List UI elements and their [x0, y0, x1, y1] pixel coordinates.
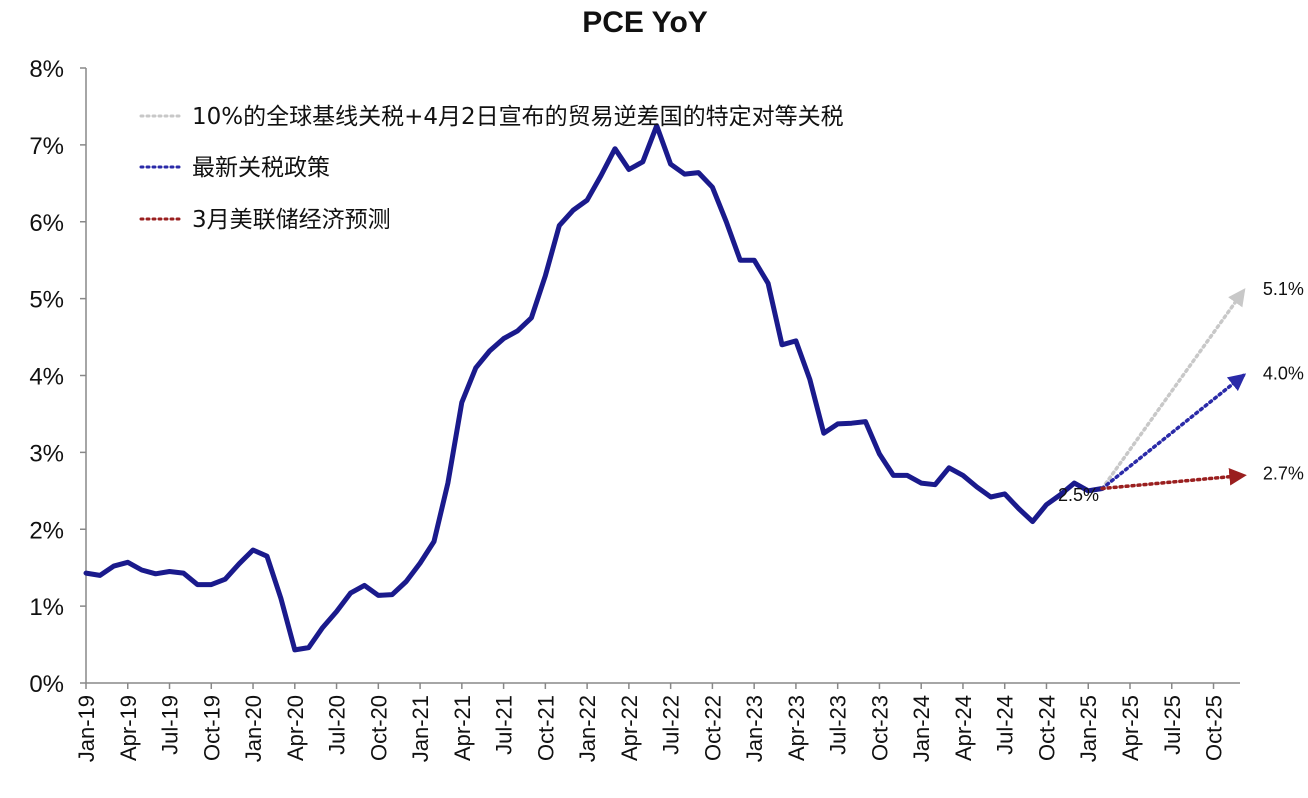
- y-tick-label: 2%: [29, 517, 64, 544]
- x-tick-label: Jan-22: [575, 695, 600, 762]
- x-tick-label: Jan-23: [742, 695, 767, 762]
- x-tick-label: Jul-24: [993, 695, 1018, 755]
- x-tick-label: Apr-24: [951, 695, 976, 761]
- x-tick-label: Apr-21: [450, 695, 475, 761]
- series-layer: [83, 123, 1105, 653]
- x-tick-label: Jan-21: [408, 695, 433, 762]
- x-tick-label: Oct-19: [199, 695, 224, 761]
- legend-label: 3月美联储经济预测: [192, 207, 391, 233]
- pce-series-line: [83, 123, 1105, 653]
- x-tick-label: Jul-19: [158, 695, 183, 755]
- projection-arrow: [1100, 373, 1247, 491]
- y-tick-label: 7%: [29, 133, 64, 160]
- x-tick-label: Jan-25: [1076, 695, 1101, 762]
- y-tick-label: 0%: [29, 671, 64, 698]
- projection-layer: 5.1% 4.0% 2.7%: [1100, 279, 1304, 491]
- y-tick-label: 6%: [29, 210, 64, 237]
- x-tick-label: Apr-20: [283, 695, 308, 761]
- x-tick-label: Oct-21: [533, 695, 558, 761]
- x-tick-label: Apr-25: [1118, 695, 1143, 761]
- x-tick-label: Oct-24: [1034, 695, 1059, 761]
- y-tick-label: 1%: [29, 594, 64, 621]
- x-tick-label: Jan-20: [241, 695, 266, 762]
- y-tick-label: 4%: [29, 364, 64, 391]
- x-tick-label: Apr-23: [784, 695, 809, 761]
- x-tick-label: Jul-22: [659, 695, 684, 755]
- x-tick-label: Apr-22: [617, 695, 642, 761]
- legend-label: 10%的全球基线关税+4月2日宣布的贸易逆差国的特定对等关税: [192, 104, 844, 130]
- data-label-layer: 2.5%: [1058, 485, 1099, 505]
- x-tick-label: Oct-23: [867, 695, 892, 761]
- x-tick-label: Jul-20: [325, 695, 350, 755]
- x-tick-label: Jan-19: [74, 695, 99, 762]
- data-label: 2.5%: [1058, 485, 1099, 505]
- x-axis: Jan-19 Apr-19 Jul-19 Oct-19 Jan-20 Apr-20 Jul-…: [74, 682, 1240, 762]
- legend-label: 最新关税政策: [192, 155, 330, 181]
- projection-arrow: [1100, 288, 1246, 491]
- y-tick-label: 5%: [29, 287, 64, 314]
- y-tick-label: 8%: [29, 56, 64, 83]
- projection-label: 5.1%: [1263, 279, 1304, 299]
- projection-label: 2.7%: [1263, 463, 1304, 483]
- x-tick-label: Jul-21: [492, 695, 517, 755]
- x-tick-label: Apr-19: [116, 695, 141, 761]
- x-tick-label: Jul-23: [826, 695, 851, 755]
- y-axis: 0% 1% 2% 3% 4% 5% 6% 7% 8%: [29, 56, 87, 698]
- x-tick-label: Oct-25: [1202, 695, 1227, 761]
- projection-label: 4.0%: [1263, 364, 1304, 384]
- x-tick-label: Jan-24: [909, 695, 934, 762]
- projection-arrow: [1100, 468, 1247, 491]
- x-tick-label: Oct-22: [700, 695, 725, 761]
- x-tick-label: Jul-25: [1160, 695, 1185, 755]
- x-tick-label: Oct-20: [366, 695, 391, 761]
- chart-title: PCE YoY: [582, 6, 708, 39]
- y-tick-label: 3%: [29, 440, 64, 467]
